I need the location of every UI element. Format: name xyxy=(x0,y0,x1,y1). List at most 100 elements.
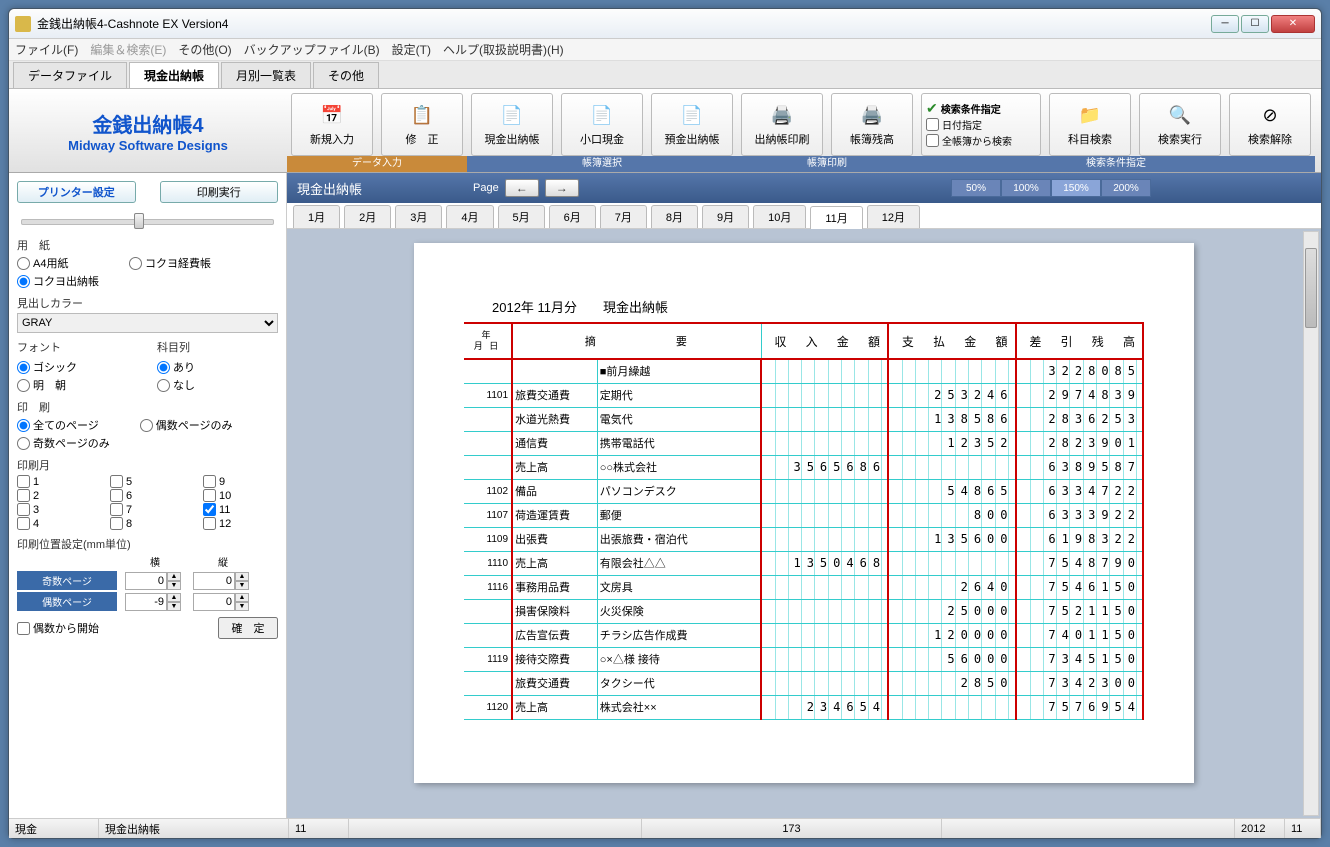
page-prev-button[interactable]: ← xyxy=(505,179,539,197)
month-check-7[interactable]: 7 xyxy=(110,503,185,516)
subjcol-no[interactable]: なし xyxy=(157,377,195,393)
monthtab-3[interactable]: 3月 xyxy=(395,205,442,228)
maintab-3[interactable]: その他 xyxy=(313,62,379,88)
preview-scrollbar[interactable] xyxy=(1303,231,1319,816)
heading-color-select[interactable]: GRAY xyxy=(17,313,278,333)
monthtab-9[interactable]: 9月 xyxy=(702,205,749,228)
month-check-5[interactable]: 5 xyxy=(110,475,185,488)
ledger-row: 損害保険料火災保険250007521150 xyxy=(464,599,1143,623)
monthtab-10[interactable]: 10月 xyxy=(753,205,806,228)
month-check-11[interactable]: 11 xyxy=(203,503,278,516)
printpages-even[interactable]: 偶数ページのみ xyxy=(140,417,233,433)
menu-0[interactable]: ファイル(F) xyxy=(15,41,78,58)
toolbar-btn-2-1[interactable]: 🖨️帳簿残高 xyxy=(831,93,913,156)
even-v-input[interactable]: ▲▼ xyxy=(193,593,253,611)
month-check-6[interactable]: 6 xyxy=(110,489,185,502)
status-4 xyxy=(349,819,642,838)
maximize-button[interactable]: ☐ xyxy=(1241,15,1269,33)
font-mincho[interactable]: 明 朝 xyxy=(17,377,127,393)
confirm-button[interactable]: 確 定 xyxy=(218,617,278,639)
zoom-slider[interactable] xyxy=(17,211,278,231)
printer-settings-button[interactable]: プリンター設定 xyxy=(17,181,136,203)
subjcol-label: 科目列 xyxy=(157,339,195,355)
font-gothic[interactable]: ゴシック xyxy=(17,359,127,375)
zoom-150%[interactable]: 150% xyxy=(1051,179,1101,197)
ledger-row: 1101旅費交通費定期代2532462974839 xyxy=(464,383,1143,407)
toolbar-btn-0-1[interactable]: 📋修 正 xyxy=(381,93,463,156)
page-next-button[interactable]: → xyxy=(545,179,579,197)
monthtab-8[interactable]: 8月 xyxy=(651,205,698,228)
monthtab-6[interactable]: 6月 xyxy=(549,205,596,228)
start-even-checkbox[interactable]: 偶数から開始 xyxy=(17,620,99,636)
toolbar-btn-2-0[interactable]: 🖨️出納帳印刷 xyxy=(741,93,823,156)
menubar: ファイル(F) 編集＆検索(E) その他(O) バックアップファイル(B) 設定(T) ヘ… xyxy=(9,39,1321,61)
app-window: 金銭出納帳4-Cashnote EX Version4 ─ ☐ ✕ ファイル(F… xyxy=(8,8,1322,839)
th-summary: 摘 要 xyxy=(512,323,761,359)
statusbar: 現金 現金出納帳 11 173 2012 11 xyxy=(9,818,1321,838)
ledger-row: 1116事務用品費文房具26407546150 xyxy=(464,575,1143,599)
odd-page-label: 奇数ページ xyxy=(17,571,117,590)
app-icon xyxy=(15,16,31,32)
menu-5[interactable]: ヘルプ(取扱説明書)(H) xyxy=(443,41,564,58)
ledger-page: 2012年 11月分 現金出納帳 年月 日 摘 要 収 入 金 額 支 払 金 … xyxy=(414,243,1194,783)
toolbar-btn-0-0[interactable]: 📅新規入力 xyxy=(291,93,373,156)
toolbar-btn-3-1[interactable]: 🔍検索実行 xyxy=(1139,93,1221,156)
month-check-8[interactable]: 8 xyxy=(110,517,185,530)
toolbar-btn-3-0[interactable]: 📁科目検索 xyxy=(1049,93,1131,156)
th-expense: 支 払 金 額 xyxy=(888,323,1015,359)
toolbar-btn-1-1[interactable]: 📄小口現金 xyxy=(561,93,643,156)
monthtab-12[interactable]: 12月 xyxy=(867,205,920,228)
toolbar-btn-1-2[interactable]: 📄預金出納帳 xyxy=(651,93,733,156)
monthtab-11[interactable]: 11月 xyxy=(810,206,862,229)
maintab-2[interactable]: 月別一覧表 xyxy=(221,62,311,88)
subjcol-yes[interactable]: あり xyxy=(157,359,195,375)
main-tabbar: データファイル現金出納帳月別一覧表その他 xyxy=(9,61,1321,89)
zoom-200%[interactable]: 200% xyxy=(1101,179,1151,197)
zoom-50%[interactable]: 50% xyxy=(951,179,1001,197)
th-balance: 差 引 残 高 xyxy=(1016,323,1143,359)
toolbar-btn-1-0[interactable]: 📄現金出納帳 xyxy=(471,93,553,156)
month-check-3[interactable]: 3 xyxy=(17,503,92,516)
printpages-all[interactable]: 全てのページ xyxy=(17,417,110,433)
ledger-row: 旅費交通費タクシー代28507342300 xyxy=(464,671,1143,695)
paper-label: 用 紙 xyxy=(17,237,278,253)
menu-2[interactable]: その他(O) xyxy=(178,41,231,58)
print-run-button[interactable]: 印刷実行 xyxy=(160,181,279,203)
monthtab-4[interactable]: 4月 xyxy=(446,205,493,228)
paper-a4[interactable]: A4用紙 xyxy=(17,255,99,271)
odd-h-input[interactable]: ▲▼ xyxy=(125,572,185,590)
monthtab-7[interactable]: 7月 xyxy=(600,205,647,228)
ledger-row: 1110売上高有限会社△△13504687548790 xyxy=(464,551,1143,575)
month-check-9[interactable]: 9 xyxy=(203,475,278,488)
monthtab-5[interactable]: 5月 xyxy=(498,205,545,228)
even-h-input[interactable]: ▲▼ xyxy=(125,593,185,611)
zoom-100%[interactable]: 100% xyxy=(1001,179,1051,197)
th-income: 収 入 金 額 xyxy=(761,323,888,359)
th-date: 年月 日 xyxy=(464,323,512,359)
monthtab-2[interactable]: 2月 xyxy=(344,205,391,228)
maintab-0[interactable]: データファイル xyxy=(13,62,127,88)
toolbar-btn-3-2[interactable]: ⊘検索解除 xyxy=(1229,93,1311,156)
maintab-1[interactable]: 現金出納帳 xyxy=(129,62,219,88)
ledger-table: 年月 日 摘 要 収 入 金 額 支 払 金 額 差 引 残 高 ■前月繰越32… xyxy=(464,322,1144,720)
month-check-2[interactable]: 2 xyxy=(17,489,92,502)
main-header: 現金出納帳 Page ← → 50%100%150%200% xyxy=(287,173,1321,203)
ledger-row: 1102備品パソコンデスク548656334722 xyxy=(464,479,1143,503)
menu-4[interactable]: 設定(T) xyxy=(392,41,431,58)
month-check-10[interactable]: 10 xyxy=(203,489,278,502)
menu-1[interactable]: 編集＆検索(E) xyxy=(90,41,166,58)
monthtab-1[interactable]: 1月 xyxy=(293,205,340,228)
status-6 xyxy=(942,819,1235,838)
month-check-4[interactable]: 4 xyxy=(17,517,92,530)
odd-v-input[interactable]: ▲▼ xyxy=(193,572,253,590)
month-tabs: 1月2月3月4月5月6月7月8月9月10月11月12月 xyxy=(287,203,1321,229)
close-button[interactable]: ✕ xyxy=(1271,15,1315,33)
printpages-odd[interactable]: 奇数ページのみ xyxy=(17,435,110,451)
preview-area: 2012年 11月分 現金出納帳 年月 日 摘 要 収 入 金 額 支 払 金 … xyxy=(287,229,1321,818)
paper-kokuyo-cashbook[interactable]: コクヨ出納帳 xyxy=(17,273,99,289)
paper-kokuyo-expense[interactable]: コクヨ経費帳 xyxy=(129,255,211,271)
minimize-button[interactable]: ─ xyxy=(1211,15,1239,33)
month-check-12[interactable]: 12 xyxy=(203,517,278,530)
month-check-1[interactable]: 1 xyxy=(17,475,92,488)
menu-3[interactable]: バックアップファイル(B) xyxy=(244,41,380,58)
